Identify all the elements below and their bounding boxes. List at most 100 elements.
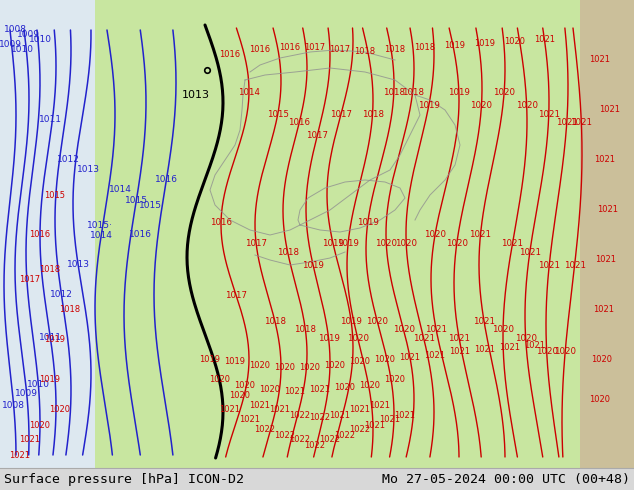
Text: 1015: 1015 xyxy=(138,200,162,210)
Text: 1012: 1012 xyxy=(50,290,73,299)
Text: 1020: 1020 xyxy=(259,386,280,394)
Text: 1016: 1016 xyxy=(219,50,240,59)
Text: 1021: 1021 xyxy=(524,342,545,350)
Bar xyxy=(580,0,634,468)
Text: 1019: 1019 xyxy=(444,42,465,50)
Text: 1008: 1008 xyxy=(4,25,27,34)
Text: 1022: 1022 xyxy=(309,414,330,422)
Text: 1020: 1020 xyxy=(235,381,256,390)
Text: 1020: 1020 xyxy=(275,364,295,372)
Text: 1014: 1014 xyxy=(90,230,113,240)
Text: 1008: 1008 xyxy=(2,401,25,411)
Text: 1018: 1018 xyxy=(39,266,61,274)
Text: 1021: 1021 xyxy=(593,305,614,315)
Text: 1020: 1020 xyxy=(536,347,558,356)
Text: 1016: 1016 xyxy=(210,218,232,226)
Text: 1021: 1021 xyxy=(595,155,616,165)
Text: 1017: 1017 xyxy=(245,239,267,248)
Text: 1021: 1021 xyxy=(10,450,30,460)
Text: 1011: 1011 xyxy=(39,333,62,342)
Text: 1019: 1019 xyxy=(474,40,496,49)
Text: 1009: 1009 xyxy=(16,30,39,40)
Text: 1013: 1013 xyxy=(67,260,89,270)
Text: 1019: 1019 xyxy=(302,261,324,270)
Text: 1016: 1016 xyxy=(280,44,301,52)
Text: 1017: 1017 xyxy=(304,44,326,52)
Text: 1021: 1021 xyxy=(413,334,435,343)
Text: 1016: 1016 xyxy=(249,46,271,54)
Text: 1020: 1020 xyxy=(347,334,369,343)
Text: 1016: 1016 xyxy=(29,230,51,240)
Text: 1010: 1010 xyxy=(11,46,34,54)
Text: 1019: 1019 xyxy=(39,375,60,385)
Text: 1021: 1021 xyxy=(365,420,385,430)
Text: 1019: 1019 xyxy=(224,358,245,367)
Text: 1019: 1019 xyxy=(448,88,470,97)
Text: 1021: 1021 xyxy=(448,334,470,343)
Text: 1021: 1021 xyxy=(501,239,524,248)
Text: 1010: 1010 xyxy=(27,380,50,389)
Text: 1019: 1019 xyxy=(337,239,359,248)
Text: 1021: 1021 xyxy=(469,230,491,240)
Text: 1020: 1020 xyxy=(492,325,514,334)
Text: Mo 27-05-2024 00:00 UTC (00+48): Mo 27-05-2024 00:00 UTC (00+48) xyxy=(382,472,630,486)
Text: 1020: 1020 xyxy=(493,88,515,97)
Text: 1018: 1018 xyxy=(384,46,406,54)
Text: 1021: 1021 xyxy=(425,350,446,360)
Text: 1021: 1021 xyxy=(20,436,41,444)
Text: 1018: 1018 xyxy=(264,317,286,326)
Text: 1021: 1021 xyxy=(450,347,470,357)
Text: 1022: 1022 xyxy=(275,431,295,440)
Text: 1022: 1022 xyxy=(254,425,276,435)
Text: 1022: 1022 xyxy=(304,441,325,449)
Text: 1021: 1021 xyxy=(597,205,619,215)
Text: 1020: 1020 xyxy=(359,381,380,390)
Text: 1022: 1022 xyxy=(335,431,356,440)
Text: 1020: 1020 xyxy=(590,395,611,405)
Text: 1015·: 1015· xyxy=(87,220,113,229)
Text: 1021: 1021 xyxy=(571,119,592,127)
Text: 1017: 1017 xyxy=(20,275,41,285)
Bar xyxy=(0,0,95,468)
Text: 1011: 1011 xyxy=(39,116,61,124)
Text: 1016: 1016 xyxy=(288,119,310,127)
Text: 1021: 1021 xyxy=(330,411,351,419)
Text: 1021: 1021 xyxy=(370,400,391,410)
Text: 1020: 1020 xyxy=(335,384,356,392)
Text: 1018: 1018 xyxy=(361,110,384,119)
Text: 1020: 1020 xyxy=(366,317,388,326)
Text: 1020: 1020 xyxy=(30,420,51,430)
Text: 1020: 1020 xyxy=(375,239,398,248)
Text: 1014: 1014 xyxy=(108,186,131,195)
Text: 1021: 1021 xyxy=(380,416,401,424)
Text: 1021: 1021 xyxy=(590,55,611,65)
Text: 1020: 1020 xyxy=(392,325,415,334)
Text: 1020: 1020 xyxy=(325,361,346,369)
Text: 1022: 1022 xyxy=(320,436,340,444)
Text: 1021: 1021 xyxy=(394,411,415,419)
Text: 1021: 1021 xyxy=(538,261,560,270)
Text: 1020: 1020 xyxy=(384,375,406,385)
Text: Surface pressure [hPa] ICON-D2: Surface pressure [hPa] ICON-D2 xyxy=(4,472,244,486)
Text: 1015: 1015 xyxy=(44,191,65,199)
Text: 1020: 1020 xyxy=(424,230,446,240)
Text: 1016: 1016 xyxy=(155,175,178,184)
Text: 1021: 1021 xyxy=(519,248,541,257)
Text: 1021: 1021 xyxy=(473,317,495,326)
Text: 1020: 1020 xyxy=(49,406,70,415)
Text: 1019: 1019 xyxy=(418,101,440,110)
Text: 1018: 1018 xyxy=(276,248,299,257)
Text: 1020: 1020 xyxy=(592,356,612,365)
Text: 1021: 1021 xyxy=(534,35,555,45)
Text: 1018: 1018 xyxy=(354,48,375,56)
Text: 1020: 1020 xyxy=(470,101,493,110)
Text: 1018: 1018 xyxy=(294,325,316,334)
Text: 1018: 1018 xyxy=(401,88,424,97)
Text: 1019: 1019 xyxy=(44,336,65,344)
Text: 1021: 1021 xyxy=(500,343,521,352)
Text: 1017: 1017 xyxy=(306,131,328,140)
Bar xyxy=(95,0,580,468)
Text: 1018: 1018 xyxy=(415,44,436,52)
Text: 1021: 1021 xyxy=(474,345,496,354)
Text: 1020: 1020 xyxy=(349,358,370,367)
